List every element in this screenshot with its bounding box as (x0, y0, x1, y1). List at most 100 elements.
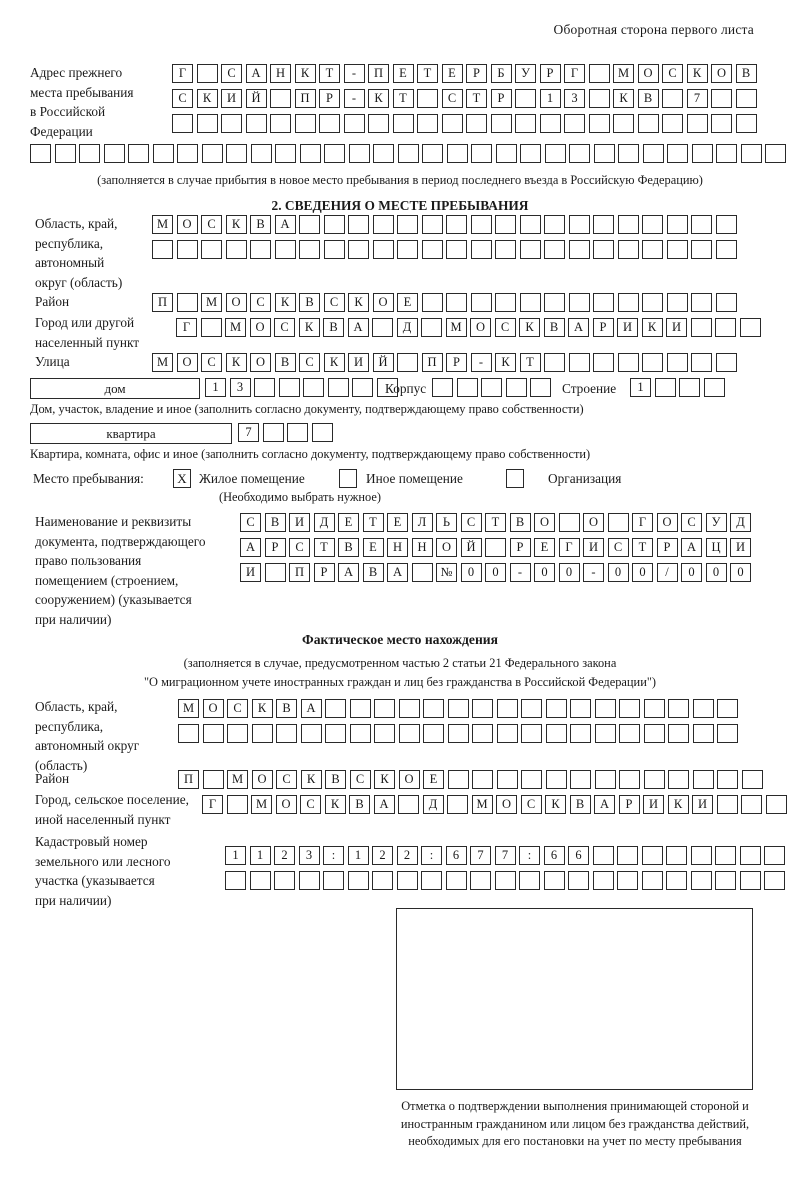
char-cell[interactable] (264, 563, 286, 582)
char-cell[interactable] (765, 144, 786, 163)
prev-address-row-3[interactable] (172, 114, 760, 133)
char-cell[interactable]: С (681, 513, 702, 532)
char-cell[interactable] (592, 846, 614, 865)
char-cell[interactable] (691, 293, 712, 312)
char-cell[interactable] (617, 215, 639, 234)
prev-address-row-4[interactable] (30, 144, 790, 163)
char-cell[interactable] (398, 795, 419, 814)
char-cell[interactable] (323, 215, 345, 234)
char-cell[interactable] (543, 871, 565, 890)
char-cell[interactable] (593, 293, 614, 312)
char-cell[interactable]: М (227, 770, 248, 789)
char-cell[interactable] (470, 215, 492, 234)
char-cell[interactable] (735, 114, 757, 133)
char-cell[interactable] (374, 724, 395, 743)
char-cell[interactable] (568, 240, 590, 259)
char-cell[interactable] (368, 114, 389, 133)
char-cell[interactable]: Г (176, 318, 197, 337)
char-cell[interactable] (666, 240, 688, 259)
char-cell[interactable]: С (349, 770, 371, 789)
char-cell[interactable]: Д (313, 513, 335, 532)
char-cell[interactable]: М (471, 795, 493, 814)
char-cell[interactable]: М (225, 318, 246, 337)
char-cell[interactable] (226, 795, 248, 814)
char-cell[interactable] (668, 699, 689, 718)
char-cell[interactable]: А (568, 318, 589, 337)
char-cell[interactable]: Н (411, 538, 433, 557)
char-cell[interactable]: 2 (372, 846, 393, 865)
char-cell[interactable]: Н (270, 64, 291, 83)
char-cell[interactable] (717, 699, 738, 718)
char-cell[interactable] (311, 423, 333, 442)
char-cell[interactable] (152, 144, 174, 163)
char-cell[interactable]: О (176, 215, 198, 234)
char-cell[interactable] (472, 699, 493, 718)
char-cell[interactable] (686, 114, 708, 133)
char-cell[interactable]: О (275, 795, 297, 814)
char-cell[interactable] (372, 871, 393, 890)
char-cell[interactable] (593, 144, 615, 163)
char-cell[interactable] (421, 293, 443, 312)
char-cell[interactable] (617, 871, 638, 890)
char-cell[interactable]: С (662, 64, 683, 83)
char-cell[interactable] (176, 293, 198, 312)
char-cell[interactable] (327, 378, 349, 397)
char-cell[interactable]: : (323, 846, 344, 865)
char-cell[interactable]: В (264, 513, 286, 532)
char-cell[interactable] (373, 144, 394, 163)
char-cell[interactable]: № (436, 563, 457, 582)
char-cell[interactable] (617, 846, 638, 865)
char-cell[interactable]: Е (534, 538, 555, 557)
char-cell[interactable] (276, 724, 297, 743)
char-cell[interactable] (711, 114, 732, 133)
char-cell[interactable]: Г (564, 64, 585, 83)
char-cell[interactable] (637, 114, 659, 133)
char-cell[interactable]: 0 (460, 563, 482, 582)
char-cell[interactable]: С (300, 795, 321, 814)
char-cell[interactable] (617, 293, 639, 312)
char-cell[interactable]: Р (592, 318, 614, 337)
char-cell[interactable] (245, 114, 267, 133)
char-cell[interactable] (641, 846, 663, 865)
char-cell[interactable]: 0 (705, 563, 727, 582)
char-cell[interactable] (515, 114, 536, 133)
char-cell[interactable] (519, 215, 541, 234)
char-cell[interactable] (740, 144, 762, 163)
char-cell[interactable] (270, 114, 291, 133)
char-cell[interactable] (423, 699, 444, 718)
char-cell[interactable]: К (368, 89, 389, 108)
char-cell[interactable] (471, 144, 492, 163)
char-cell[interactable]: А (240, 538, 261, 557)
char-cell[interactable] (641, 871, 663, 890)
char-cell[interactable] (352, 378, 373, 397)
char-cell[interactable] (372, 318, 393, 337)
char-cell[interactable] (593, 240, 614, 259)
char-cell[interactable] (275, 144, 296, 163)
char-cell[interactable] (570, 770, 591, 789)
char-cell[interactable] (323, 240, 345, 259)
char-cell[interactable] (619, 699, 640, 718)
char-cell[interactable] (325, 724, 346, 743)
char-cell[interactable]: 6 (568, 846, 589, 865)
checkbox-other-premises[interactable] (339, 469, 357, 488)
char-cell[interactable] (568, 353, 590, 372)
char-cell[interactable]: 1 (249, 846, 271, 865)
char-cell[interactable]: С (289, 538, 310, 557)
char-cell[interactable]: О (436, 538, 457, 557)
char-cell[interactable] (570, 699, 591, 718)
char-cell[interactable] (178, 724, 199, 743)
char-cell[interactable] (666, 871, 687, 890)
char-cell[interactable]: К (323, 353, 345, 372)
char-cell[interactable]: А (338, 563, 359, 582)
char-cell[interactable] (421, 871, 442, 890)
char-cell[interactable]: К (251, 699, 273, 718)
section2-region-row-2[interactable] (152, 240, 740, 259)
char-cell[interactable] (299, 240, 320, 259)
char-cell[interactable]: С (323, 293, 345, 312)
char-cell[interactable]: С (441, 89, 463, 108)
char-cell[interactable] (319, 114, 340, 133)
char-cell[interactable]: 7 (470, 846, 491, 865)
